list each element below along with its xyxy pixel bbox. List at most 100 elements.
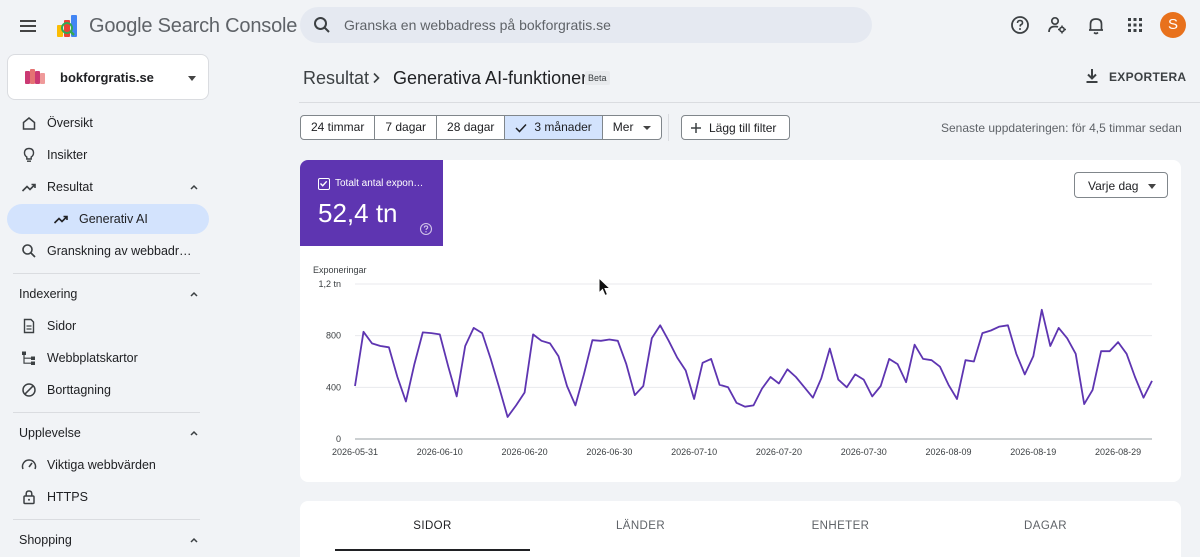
plus-icon (691, 123, 701, 133)
chevron-down-icon (1148, 184, 1156, 189)
x-tick-label: 2026-07-20 (756, 447, 802, 457)
sidebar-item-sitemaps[interactable]: Webbplatskartor (7, 343, 209, 373)
section-label: Shopping (19, 533, 72, 547)
breadcrumb-parent[interactable]: Resultat (303, 68, 370, 88)
granularity-label: Varje dag (1088, 179, 1139, 193)
export-label: EXPORTERA (1109, 70, 1187, 84)
sidebar-item-label: Översikt (47, 116, 93, 130)
sidebar-item-https[interactable]: HTTPS (7, 482, 209, 512)
sidebar-item-label: Resultat (47, 180, 93, 194)
sidebar-item-label: Insikter (47, 148, 88, 162)
sidebar-section-indexing[interactable]: Indexering (7, 281, 209, 307)
chevron-down-icon (188, 76, 196, 81)
sidebar-section-experience[interactable]: Upplevelse (7, 420, 209, 446)
x-tick-label: 2026-08-19 (1010, 447, 1056, 457)
section-label: Indexering (19, 287, 78, 301)
metric-card-impressions[interactable]: Totalt antal exponeringar 52,4 tn (300, 160, 443, 246)
date-range-chips: 24 timmar 7 dagar 28 dagar 3 månader Mer (300, 115, 663, 140)
y-tick-label: 1,2 tn (318, 279, 341, 289)
sidebar-item-label: Viktiga webbvärden (47, 458, 156, 472)
apps-grid-icon[interactable] (1124, 14, 1146, 36)
sidebar-item-label: HTTPS (47, 490, 88, 504)
range-chip-label: 3 månader (534, 120, 592, 134)
add-filter-label: Lägg till filter (709, 121, 777, 135)
impressions-line-chart: Exponeringar 0 400 800 1,2 tn 2026-05-31 2026-… (313, 265, 1153, 457)
x-tick-label: 2026-08-29 (1095, 447, 1141, 457)
sidebar-divider (13, 519, 200, 520)
mouse-cursor-icon (598, 277, 612, 297)
range-chip-24h[interactable]: 24 timmar (301, 116, 376, 139)
chevron-down-icon (643, 125, 652, 130)
property-favicon-icon (25, 69, 45, 84)
manage-users-icon[interactable] (1046, 14, 1068, 36)
y-axis-title: Exponeringar (313, 265, 367, 275)
dimension-tabs: SIDOR LÄNDER ENHETER DAGAR (300, 501, 1181, 557)
sidebar-section-shopping[interactable]: Shopping (7, 527, 209, 553)
sidebar-item-performance[interactable]: Resultat (7, 172, 209, 202)
sidebar-item-generative-ai[interactable]: Generativ AI (7, 204, 209, 234)
search-console-logo[interactable] (54, 12, 82, 40)
lock-icon (23, 490, 35, 505)
sidebar-item-url-inspection[interactable]: Granskning av webbadr… (7, 236, 209, 266)
sidebar-divider (13, 412, 200, 413)
top-bar: Google Search Console S (0, 0, 1200, 52)
range-chip-more[interactable]: Mer (603, 116, 662, 139)
y-tick-label: 800 (326, 331, 341, 341)
sidebar-item-pages[interactable]: Sidor (7, 311, 209, 341)
search-input[interactable] (344, 7, 854, 43)
lightbulb-icon (23, 147, 35, 162)
tab-countries[interactable]: LÄNDER (615, 520, 666, 532)
url-inspection-search[interactable] (300, 7, 872, 43)
main-menu-icon[interactable] (14, 12, 42, 40)
app-title[interactable]: Google Search Console (89, 15, 298, 37)
download-icon (1086, 69, 1098, 83)
sidebar-item-overview[interactable]: Översikt (7, 108, 209, 138)
range-chip-3m[interactable]: 3 månader (505, 116, 603, 139)
x-tick-label: 2026-06-20 (502, 447, 548, 457)
user-avatar[interactable]: S (1160, 12, 1186, 38)
help-icon[interactable] (419, 222, 433, 236)
tab-devices[interactable]: ENHETER (811, 520, 870, 532)
sidebar-item-insights[interactable]: Insikter (7, 140, 209, 170)
tab-dates[interactable]: DAGAR (1024, 520, 1067, 532)
notifications-icon[interactable] (1085, 14, 1107, 36)
chevron-right-icon (373, 72, 380, 84)
sidebar-item-label: Granskning av webbadr… (47, 244, 192, 258)
x-tick-label: 2026-06-10 (417, 447, 463, 457)
header-divider (299, 102, 1200, 103)
export-button[interactable]: EXPORTERA (1083, 67, 1187, 87)
chevron-up-icon (190, 184, 198, 190)
sidebar-divider (13, 273, 200, 274)
y-tick-label: 400 (326, 382, 341, 392)
help-icon[interactable] (1009, 14, 1031, 36)
sidebar-item-label: Borttagning (47, 383, 111, 397)
add-filter-button[interactable]: Lägg till filter (681, 115, 790, 140)
sidebar-item-removals[interactable]: Borttagning (7, 375, 209, 405)
speed-icon (21, 459, 37, 470)
property-selector[interactable]: bokforgratis.se (7, 54, 209, 100)
range-chip-28d[interactable]: 28 dagar (437, 116, 506, 139)
metric-checkbox[interactable] (318, 178, 330, 190)
x-tick-label: 2026-05-31 (332, 447, 378, 457)
trending-up-icon (53, 215, 68, 224)
search-icon (314, 17, 330, 33)
home-icon (22, 117, 36, 130)
x-tick-label: 2026-07-30 (841, 447, 887, 457)
more-label: Mer (612, 120, 634, 134)
chevron-up-icon (190, 291, 198, 297)
chevron-up-icon (190, 537, 198, 543)
x-tick-label: 2026-08-09 (925, 447, 971, 457)
chevron-up-icon (190, 430, 198, 436)
sidebar-item-label: Webbplatskartor (47, 351, 138, 365)
tab-pages[interactable]: SIDOR (335, 501, 530, 551)
x-tick-label: 2026-06-30 (586, 447, 632, 457)
sidebar-item-label: Sidor (47, 319, 77, 333)
sidebar-item-core-web-vitals[interactable]: Viktiga webbvärden (7, 450, 209, 480)
section-label: Upplevelse (19, 426, 81, 440)
page-title: Generativa AI-funktioner (393, 68, 588, 88)
granularity-dropdown[interactable]: Varje dag (1074, 172, 1168, 198)
range-chip-7d[interactable]: 7 dagar (375, 116, 438, 139)
filter-divider (668, 114, 669, 141)
search-icon (22, 244, 36, 258)
metric-label: Totalt antal exponeringar (335, 178, 427, 189)
